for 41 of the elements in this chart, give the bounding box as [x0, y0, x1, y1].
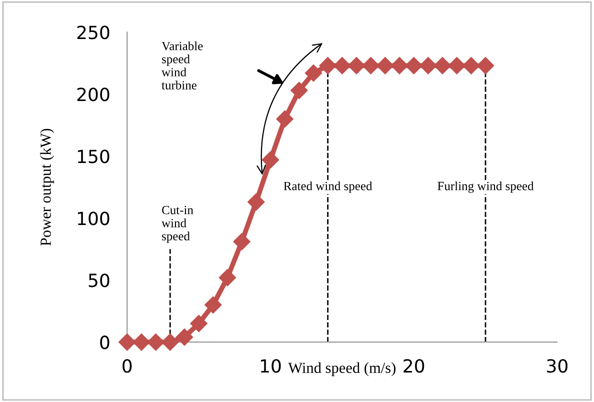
y-tick-label: 50 [88, 274, 110, 288]
point [304, 64, 322, 82]
annotation: Variable speed wind turbine [162, 41, 203, 90]
point [190, 314, 208, 332]
point [147, 334, 164, 351]
point [462, 57, 480, 74]
point [362, 57, 380, 74]
x-tick-label: 30 [547, 359, 568, 373]
x-tick-label: 10 [260, 359, 281, 373]
x-tick-label: 20 [404, 359, 424, 373]
x-tick-label: 0 [122, 359, 132, 373]
ref-line-label: Furling wind speed [438, 181, 534, 193]
y-tick-label: 150 [78, 150, 110, 164]
point [276, 110, 294, 128]
point [390, 57, 408, 74]
point [348, 57, 366, 74]
point [290, 82, 308, 99]
point [176, 328, 194, 346]
point [476, 57, 494, 74]
ref-line-label: Rated wind speed [284, 181, 372, 193]
point [262, 151, 280, 168]
point [118, 334, 136, 351]
point [218, 269, 236, 286]
y-axis-title: Power output (kW) [40, 128, 54, 246]
y-tick-label: 0 [100, 336, 110, 350]
x-axis-title: Wind speed (m/s) [288, 362, 396, 376]
y-tick-label: 250 [77, 26, 110, 40]
point [334, 57, 351, 74]
ref-line-label: Cut-in wind speed [162, 206, 194, 243]
y-tick-label: 100 [78, 212, 110, 226]
point [319, 57, 336, 74]
point [434, 57, 452, 74]
point [248, 193, 265, 211]
point [233, 233, 250, 250]
point [420, 57, 437, 74]
point [405, 57, 422, 74]
point [204, 296, 222, 314]
point [162, 334, 179, 351]
point [448, 57, 466, 74]
y-tick-label: 200 [77, 88, 110, 102]
point [376, 57, 394, 74]
